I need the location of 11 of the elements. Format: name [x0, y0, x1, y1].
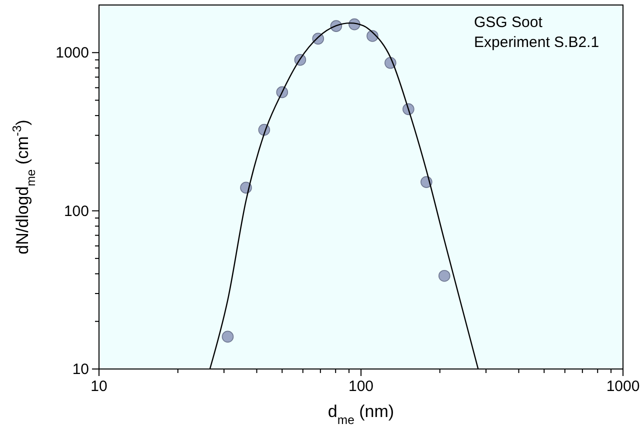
x-tick-label: 1000	[606, 378, 640, 395]
x-tick-label: 100	[348, 378, 374, 395]
y-tick-label: 100	[64, 202, 89, 220]
point	[222, 330, 234, 343]
annotation: Experiment S.B2.1	[474, 34, 600, 51]
x-axis-title: d$_{me}$ (nm)	[328, 402, 394, 427]
y-tick-label: 10	[72, 361, 89, 378]
y-tick-label: 1000	[56, 44, 89, 62]
x-tick-label: 10	[90, 378, 108, 395]
point	[438, 270, 450, 282]
annotation: GSG Soot	[474, 14, 544, 31]
